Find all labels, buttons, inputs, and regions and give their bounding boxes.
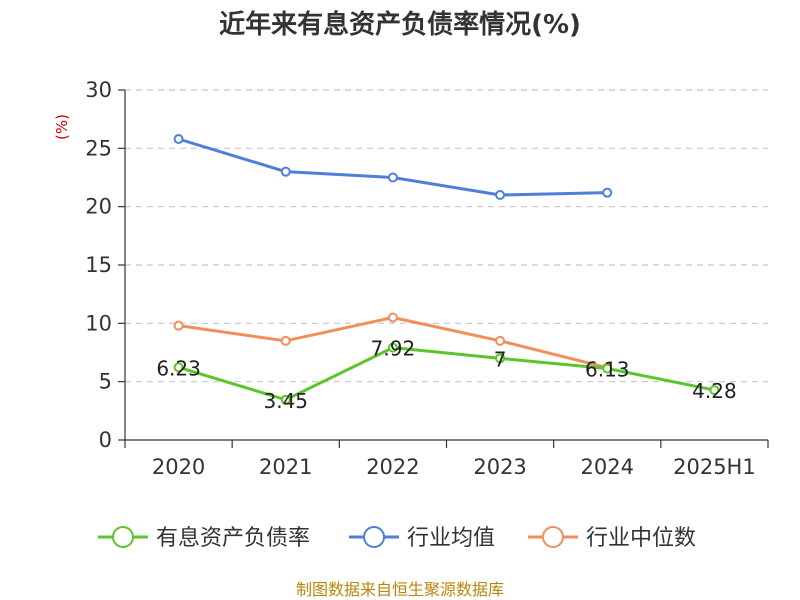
- y-tick-label-10: 10: [85, 311, 112, 335]
- data-label-1: 3.45: [263, 389, 308, 413]
- series-line-0: [178, 346, 715, 402]
- legend-label-1: 行业均值: [407, 526, 495, 551]
- y-tick-label-30: 30: [85, 78, 112, 102]
- legend-label-2: 行业中位数: [586, 526, 696, 551]
- chart-title: 近年来有息资产负债率情况(%): [219, 9, 581, 40]
- data-label-0: 6.23: [156, 356, 201, 380]
- y-axis-unit: (%): [53, 114, 71, 140]
- legend-item-0: 有息资产负债率: [98, 526, 310, 551]
- series-1: [173, 134, 613, 200]
- y-tick-label-5: 5: [99, 370, 112, 394]
- series-point-2-2: [387, 312, 398, 323]
- data-label-5: 4.28: [692, 379, 737, 403]
- series-point-0-2: [387, 342, 398, 353]
- data-source: 制图数据来自恒生聚源数据库: [296, 580, 504, 599]
- series-point-1-4: [602, 187, 613, 198]
- data-label-3: 7: [494, 347, 507, 371]
- series-point-0-0: [173, 362, 184, 373]
- series-2: [173, 312, 613, 373]
- series-point-1-3: [495, 190, 506, 200]
- legend-item-1: 行业均值: [349, 526, 495, 551]
- series-point-0-5: [709, 385, 720, 396]
- legend-marker-2: [542, 526, 564, 548]
- y-tick-label-25: 25: [85, 136, 112, 160]
- axes: 0 5 10 15 20 25 30 2020 2021 2022 2023 2024 2025H1: [85, 78, 769, 479]
- x-tick-label-2022: 2022: [366, 455, 419, 479]
- series-lines: [173, 134, 720, 405]
- y-tick-label-20: 20: [85, 195, 112, 219]
- series-point-1-2: [387, 172, 398, 183]
- data-label-2: 7.92: [371, 337, 416, 361]
- series-point-1-1: [280, 166, 291, 177]
- series-point-0-1: [280, 394, 291, 405]
- legend-marker-0: [112, 526, 134, 548]
- x-tick-label-2023: 2023: [473, 455, 526, 479]
- series-point-2-3: [495, 335, 506, 346]
- y-tick-label-0: 0: [99, 428, 112, 452]
- legend-item-2: 行业中位数: [528, 526, 696, 551]
- x-tick-label-2024: 2024: [581, 455, 634, 479]
- series-point-0-4: [602, 363, 613, 374]
- data-labels: 6.23 3.45 7.92 7 6.13 4.28: [156, 337, 736, 413]
- x-tick-label-2025H1: 2025H1: [673, 455, 756, 479]
- x-tick-label-2021: 2021: [259, 455, 312, 479]
- legend: 有息资产负债率 行业均值 行业中位数: [98, 526, 696, 551]
- data-label-4: 6.13: [585, 357, 630, 381]
- grid-lines: [125, 89, 768, 383]
- series-0: [173, 342, 720, 405]
- legend-marker-1: [363, 526, 385, 548]
- series-point-1-0: [173, 134, 184, 144]
- series-point-0-3: [495, 353, 506, 364]
- legend-label-0: 有息资产负债率: [156, 526, 310, 551]
- series-point-2-1: [280, 335, 291, 346]
- x-tick-label-2020: 2020: [152, 455, 205, 479]
- series-line-1: [178, 137, 608, 197]
- y-tick-label-15: 15: [85, 253, 112, 277]
- series-point-2-0: [173, 320, 184, 331]
